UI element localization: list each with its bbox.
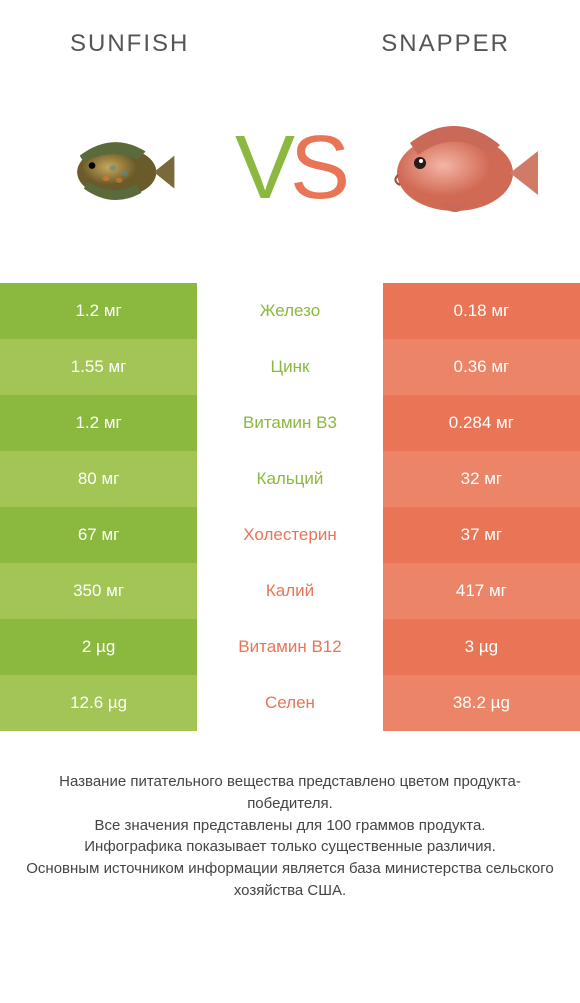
table-row: 1.2 мгВитамин B30.284 мг [0,395,580,451]
nutrient-label: Витамин B12 [197,619,383,675]
footer-line-3: Инфографика показывает только существенн… [20,836,560,858]
sunfish-image [40,103,210,233]
left-value: 1.2 мг [0,395,197,451]
nutrient-label: Холестерин [197,507,383,563]
right-value: 0.36 мг [383,339,580,395]
right-value: 38.2 µg [383,675,580,731]
vs-label: VS [235,117,345,220]
left-value: 2 µg [0,619,197,675]
footer-line-4: Основным источником информации является … [20,858,560,902]
right-value: 37 мг [383,507,580,563]
nutrient-label: Кальций [197,451,383,507]
vs-v-char: V [235,118,290,218]
table-row: 1.2 мгЖелезо0.18 мг [0,283,580,339]
comparison-table: 1.2 мгЖелезо0.18 мг1.55 мгЦинк0.36 мг1.2… [0,283,580,731]
nutrient-label: Калий [197,563,383,619]
right-value: 417 мг [383,563,580,619]
table-row: 12.6 µgСелен38.2 µg [0,675,580,731]
left-value: 1.2 мг [0,283,197,339]
table-row: 1.55 мгЦинк0.36 мг [0,339,580,395]
footer-line-1: Название питательного вещества представл… [20,771,560,815]
footer-line-2: Все значения представлены для 100 граммо… [20,815,560,837]
table-row: 350 мгКалий417 мг [0,563,580,619]
left-value: 67 мг [0,507,197,563]
right-value: 32 мг [383,451,580,507]
nutrient-label: Железо [197,283,383,339]
left-product-title: SUNFISH [70,30,189,58]
left-value: 80 мг [0,451,197,507]
nutrient-label: Селен [197,675,383,731]
nutrient-label: Цинк [197,339,383,395]
footer-notes: Название питательного вещества представл… [0,731,580,922]
nutrient-label: Витамин B3 [197,395,383,451]
left-value: 1.55 мг [0,339,197,395]
left-value: 12.6 µg [0,675,197,731]
table-row: 2 µgВитамин B123 µg [0,619,580,675]
right-product-title: SNAPPER [381,30,510,58]
left-value: 350 мг [0,563,197,619]
right-value: 3 µg [383,619,580,675]
table-row: 80 мгКальций32 мг [0,451,580,507]
vs-s-char: S [290,118,345,218]
header: SUNFISH SNAPPER [0,0,580,73]
right-value: 0.18 мг [383,283,580,339]
table-row: 67 мгХолестерин37 мг [0,507,580,563]
images-row: VS [0,73,580,283]
right-value: 0.284 мг [383,395,580,451]
snapper-image [370,103,540,233]
